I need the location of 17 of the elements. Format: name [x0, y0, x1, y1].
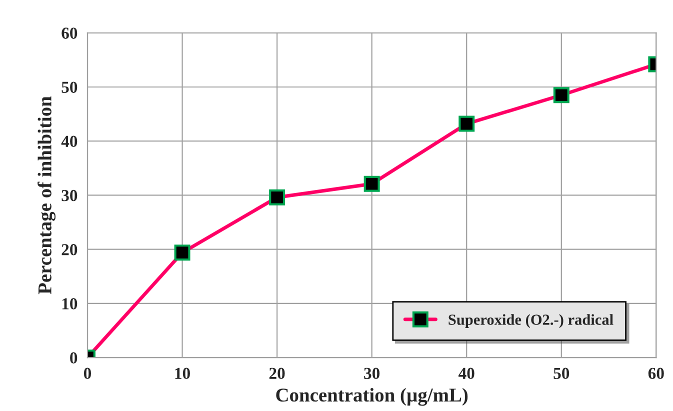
x-tick-label: 60 — [648, 368, 664, 380]
y-tick-label: 10 — [62, 298, 78, 310]
y-tick-label: 50 — [62, 82, 78, 93]
x-tick-label: 30 — [364, 368, 380, 380]
y-tick-label: 20 — [62, 244, 78, 256]
x-axis-title: Concentration (µg/mL) — [276, 388, 468, 406]
y-tick-label: 30 — [62, 190, 78, 202]
x-tick-label: 0 — [84, 368, 92, 380]
x-tick-label: 10 — [175, 368, 190, 380]
y-tick-label: 60 — [62, 28, 78, 39]
y-axis-title: Percentage of inhibition — [38, 96, 56, 294]
legend-label: Superoxide (O2.-) radical — [448, 314, 614, 328]
x-tick-label: 40 — [458, 368, 474, 380]
y-tick-label: 40 — [61, 136, 78, 148]
x-tick-label: 20 — [269, 368, 285, 380]
y-tick-label: 0 — [70, 352, 78, 364]
x-tick-label: 50 — [554, 368, 570, 380]
